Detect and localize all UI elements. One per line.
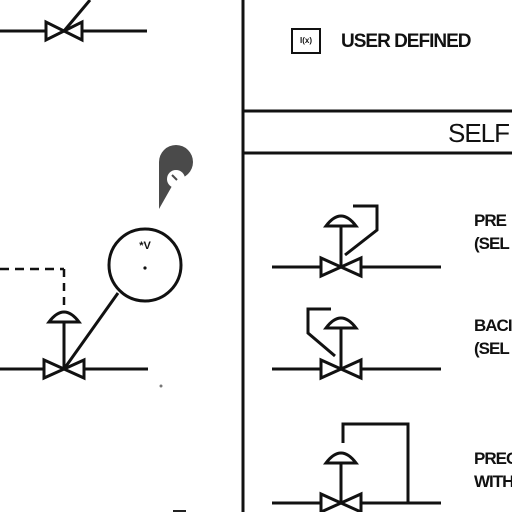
legend-valve-1 <box>272 204 441 279</box>
control-valve-left <box>0 292 148 381</box>
map-pin-icon[interactable] <box>159 145 193 209</box>
legend-item-3-line2: WITH <box>474 472 512 491</box>
legend-item-1-line1: PRE <box>474 211 507 230</box>
dashed-signal-line <box>0 267 66 306</box>
section-heading: SELF A <box>448 118 512 148</box>
user-defined-symbol-box: I(x) <box>291 28 321 54</box>
legend-item-2-line2: (SEL <box>474 339 510 358</box>
instrument-bubble: *V <box>107 227 183 303</box>
legend-item-2-line1: BACI <box>474 316 512 335</box>
legend-item-3-line1: PREC <box>474 449 512 468</box>
legend-valve-3 <box>272 422 441 512</box>
user-defined-label: USER DEFINED <box>341 31 471 52</box>
valve-top-left <box>0 0 147 43</box>
speck <box>159 384 163 388</box>
legend-item-1-line2: (SEL <box>474 234 510 253</box>
instrument-symbol: *V <box>139 240 151 252</box>
legend-valve-2 <box>272 307 441 381</box>
